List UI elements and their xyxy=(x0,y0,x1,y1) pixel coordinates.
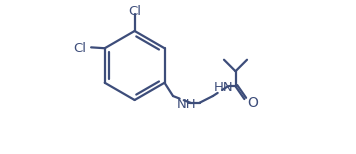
Text: HN: HN xyxy=(214,81,233,94)
Text: O: O xyxy=(247,96,258,110)
Text: Cl: Cl xyxy=(73,42,86,55)
Text: Cl: Cl xyxy=(128,5,141,18)
Text: NH: NH xyxy=(177,98,197,111)
